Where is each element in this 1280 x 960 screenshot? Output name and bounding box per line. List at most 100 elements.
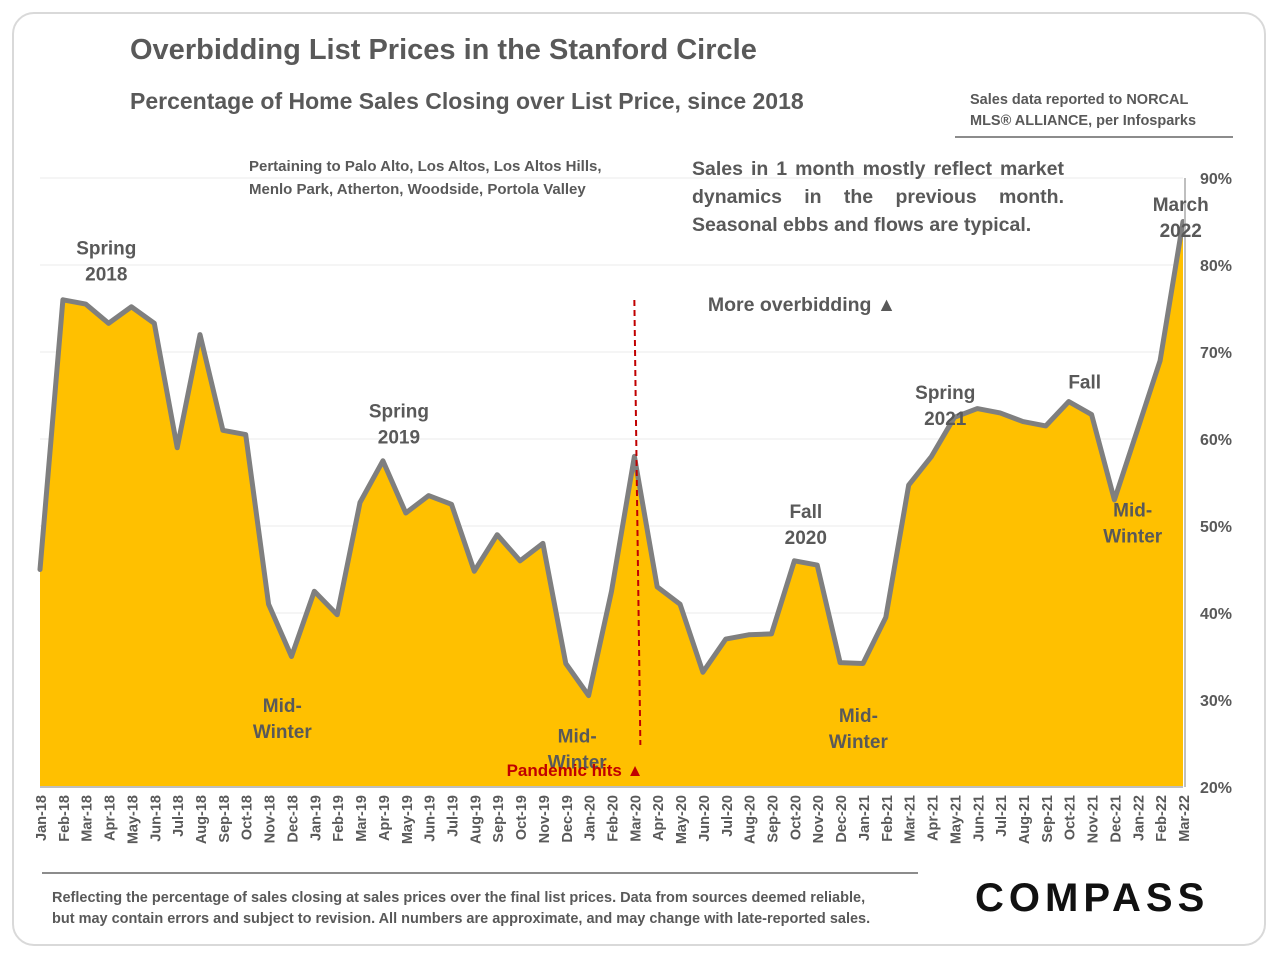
footer-divider [42,872,918,874]
data-point [106,321,111,326]
source-line-1: Sales data reported to NORCAL [970,92,1189,108]
data-point [220,428,225,433]
region-note-line-1: Pertaining to Palo Alto, Los Altos, Los … [249,158,602,175]
season-annotation: Mid- [263,696,302,717]
y-tick-label: 60% [1200,432,1232,449]
x-tick-label: Oct-20 [788,795,804,840]
data-point [83,302,88,307]
data-point [289,654,294,659]
data-point [266,602,271,607]
data-point [655,584,660,589]
region-note: Pertaining to Palo Alto, Los Altos, Los … [249,155,602,201]
data-point [769,631,774,636]
y-tick-label: 50% [1200,519,1232,536]
more-overbidding-label: More overbidding ▲ [708,294,896,316]
x-tick-label: Dec-19 [560,795,576,843]
season-annotation: Winter [829,732,889,753]
season-annotation: 2019 [378,427,420,448]
x-tick-label: Mar-20 [628,795,644,842]
data-point [518,558,523,563]
footer-line-2: but may contain errors and subject to re… [52,911,871,927]
data-point [609,589,614,594]
data-point [426,493,431,498]
x-tick-label: Sep-19 [491,795,507,843]
data-point [243,432,248,437]
y-tick-label: 80% [1200,258,1232,275]
data-point [312,589,317,594]
x-tick-label: Mar-21 [903,795,919,842]
data-point [403,511,408,515]
season-annotation: Mid- [558,727,597,748]
source-line-2: MLS® ALLIANCE, per Infosparks [970,113,1197,129]
data-point [929,454,934,459]
data-point [678,602,683,607]
data-point [563,661,568,666]
x-tick-label: Feb-18 [57,795,73,842]
season-annotation: Spring [76,239,136,260]
x-tick-label: Aug-21 [1017,795,1033,844]
data-point [358,500,362,505]
season-annotation: 2021 [924,409,967,430]
data-point [723,637,728,642]
data-point [335,612,340,617]
data-point [815,563,820,568]
x-tick-label: Oct-19 [514,795,530,840]
pandemic-label: Pandemic hits ▲ [507,761,644,780]
x-tick-label: Dec-20 [834,795,850,843]
data-point [1089,412,1094,417]
data-point [1158,358,1163,363]
data-point [152,321,157,326]
season-annotation: 2020 [785,528,827,549]
season-annotation: 2022 [1160,221,1202,242]
footer-note: Reflecting the percentage of sales closi… [52,888,870,930]
season-annotation: Winter [1103,526,1163,547]
season-annotation: 2018 [85,265,127,286]
chart-title: Overbidding List Prices in the Stanford … [130,34,757,66]
y-tick-label: 30% [1200,693,1232,710]
x-tick-label: Jan-19 [308,795,324,841]
x-tick-label: Dec-21 [1108,795,1124,843]
x-tick-label: May-18 [125,795,141,844]
x-tick-label: Jun-21 [971,795,987,842]
data-source-note: Sales data reported to NORCAL MLS® ALLIA… [970,90,1196,132]
x-tick-label: Jan-18 [34,795,50,841]
x-tick-label: May-20 [674,795,690,844]
compass-logo: COMPASS [975,876,1210,920]
x-tick-label: Feb-20 [606,795,622,842]
x-tick-label: Mar-19 [354,795,370,842]
data-point [1043,423,1048,428]
x-tick-label: Apr-20 [651,795,667,841]
x-tick-label: Aug-19 [468,795,484,844]
season-annotation: Spring [369,401,429,422]
x-tick-label: Jan-22 [1131,795,1147,841]
y-tick-label: 20% [1200,780,1232,797]
y-tick-label: 90% [1200,171,1232,188]
x-tick-label: Feb-19 [331,795,347,842]
x-tick-label: Aug-20 [743,795,759,844]
x-tick-label: Jul-21 [994,795,1010,837]
x-tick-label: Feb-21 [880,795,896,842]
x-tick-label: May-21 [948,795,964,844]
x-tick-label: Mar-18 [80,795,96,842]
data-point [861,661,865,666]
x-tick-label: Aug-18 [194,795,210,844]
y-tick-label: 70% [1200,345,1232,362]
data-point [38,567,42,572]
x-tick-label: Sep-18 [217,795,233,843]
data-point [1021,419,1025,424]
x-tick-label: Apr-19 [377,795,393,841]
region-note-line-2: Menlo Park, Atherton, Woodside, Portola … [249,181,586,198]
x-tick-label: Jun-18 [148,795,164,842]
data-point [883,615,888,620]
x-tick-label: Jun-20 [697,795,713,842]
season-annotation: Mid- [839,706,878,727]
data-point [746,632,751,637]
x-tick-label: Feb-22 [1154,795,1170,842]
y-tick-label: 40% [1200,606,1232,623]
season-annotation: Winter [253,722,313,743]
x-tick-label: Jan-20 [583,795,599,841]
pandemic-marker-line [633,299,642,746]
x-tick-label: Nov-20 [811,795,827,843]
data-point [540,541,545,546]
